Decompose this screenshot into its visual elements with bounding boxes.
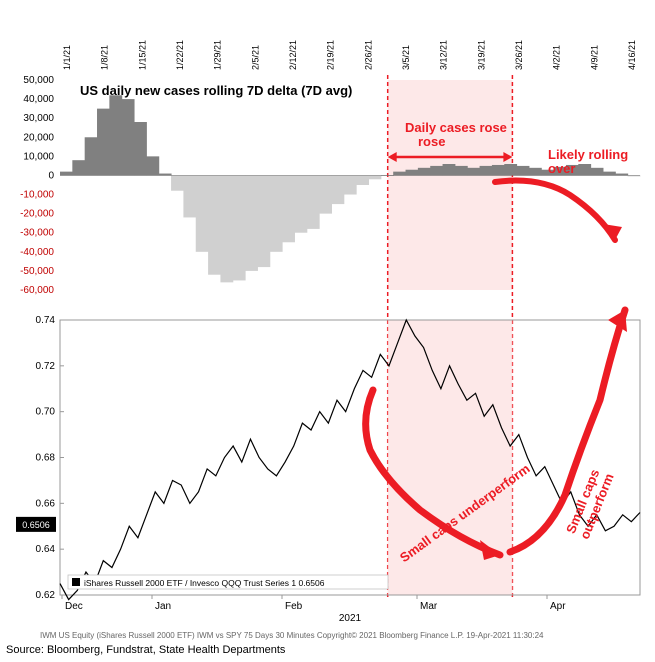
svg-text:2/19/21: 2/19/21 (326, 40, 336, 70)
svg-text:Feb: Feb (285, 601, 303, 612)
svg-text:2021: 2021 (339, 613, 362, 624)
svg-text:2/5/21: 2/5/21 (250, 45, 260, 70)
svg-text:40,000: 40,000 (23, 94, 54, 105)
svg-text:1/29/21: 1/29/21 (213, 40, 223, 70)
svg-text:Mar: Mar (420, 601, 438, 612)
svg-text:4/2/21: 4/2/21 (552, 45, 562, 70)
source-text: Source: Bloomberg, Fundstrat, State Heal… (6, 644, 285, 656)
svg-text:20,000: 20,000 (23, 132, 54, 143)
annotation-daily-cases-2: rose (418, 134, 445, 149)
svg-text:1/8/21: 1/8/21 (100, 45, 110, 70)
svg-text:0.62: 0.62 (36, 590, 56, 601)
svg-text:2/26/21: 2/26/21 (363, 40, 373, 70)
svg-text:10,000: 10,000 (23, 151, 54, 162)
svg-text:0: 0 (48, 170, 54, 181)
svg-text:0.70: 0.70 (36, 407, 56, 418)
svg-text:1/1/21: 1/1/21 (62, 45, 72, 70)
svg-text:-20,000: -20,000 (20, 209, 54, 220)
svg-text:-30,000: -30,000 (20, 228, 54, 239)
chart-svg: 50,000 40,000 30,000 20,000 10,000 0 -10,000 -2… (0, 0, 655, 662)
annotation-daily-cases: Daily cases rose (405, 120, 507, 135)
svg-text:30,000: 30,000 (23, 113, 54, 124)
svg-text:2/12/21: 2/12/21 (288, 40, 298, 70)
svg-text:3/26/21: 3/26/21 (514, 40, 524, 70)
svg-text:1/15/21: 1/15/21 (137, 40, 147, 70)
svg-text:3/5/21: 3/5/21 (401, 45, 411, 70)
svg-text:0.74: 0.74 (36, 315, 56, 326)
svg-text:4/16/21: 4/16/21 (627, 40, 637, 70)
svg-text:50,000: 50,000 (23, 75, 54, 86)
svg-text:-10,000: -10,000 (20, 190, 54, 201)
svg-text:0.66: 0.66 (36, 498, 56, 509)
annotation-rolling: Likely rolling over (548, 148, 655, 177)
svg-text:0.68: 0.68 (36, 453, 56, 464)
svg-text:3/19/21: 3/19/21 (476, 40, 486, 70)
svg-text:0.6506: 0.6506 (22, 520, 50, 530)
svg-text:4/9/21: 4/9/21 (589, 45, 599, 70)
svg-text:-60,000: -60,000 (20, 285, 54, 296)
svg-text:US daily new cases rolling 7D: US daily new cases rolling 7D delta (7D … (80, 83, 352, 98)
svg-text:3/12/21: 3/12/21 (439, 40, 449, 70)
svg-text:Apr: Apr (550, 601, 566, 612)
svg-text:-50,000: -50,000 (20, 266, 54, 277)
svg-text:0.64: 0.64 (36, 544, 56, 555)
footer-text: IWM US Equity (iShares Russell 2000 ETF)… (40, 631, 647, 640)
svg-text:-40,000: -40,000 (20, 247, 54, 258)
svg-text:0.72: 0.72 (36, 361, 56, 372)
svg-text:Jan: Jan (155, 601, 171, 612)
svg-text:iShares Russell 2000 ETF / Inv: iShares Russell 2000 ETF / Invesco QQQ T… (84, 578, 325, 588)
svg-text:1/22/21: 1/22/21 (175, 40, 185, 70)
chart-container: 50,000 40,000 30,000 20,000 10,000 0 -10,000 -2… (0, 0, 655, 662)
svg-text:Dec: Dec (65, 601, 83, 612)
